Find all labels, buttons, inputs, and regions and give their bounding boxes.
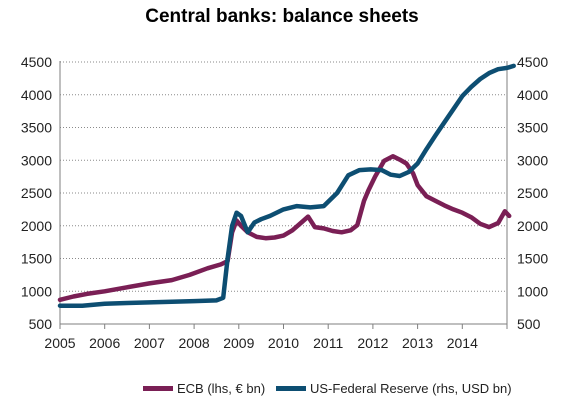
y-right-tick-label: 3000 <box>517 152 548 168</box>
x-tick-label: 2011 <box>313 335 343 351</box>
legend-item-fed: US-Federal Reserve (rhs, USD bn) <box>276 381 512 396</box>
series-line-ecb <box>57 154 512 303</box>
axes <box>59 61 508 329</box>
y-left-tick-label: 2500 <box>21 185 52 201</box>
legend-item-ecb: ECB (lhs, € bn) <box>143 381 265 396</box>
legend-swatch-fed <box>276 386 306 391</box>
x-tick-label: 2014 <box>447 335 478 351</box>
legend: ECB (lhs, € bn) US-Federal Reserve (rhs,… <box>0 381 564 403</box>
grid-lines <box>60 61 507 292</box>
y-left-tick-label: 3500 <box>21 120 52 136</box>
y-left-tick-label: 2000 <box>21 218 52 234</box>
legend-label-ecb: ECB (lhs, € bn) <box>177 381 266 396</box>
y-left-tick-label: 3000 <box>21 152 52 168</box>
x-tick-label: 2013 <box>402 335 433 351</box>
legend-swatch-ecb <box>143 386 173 391</box>
x-tick-label: 2012 <box>357 335 388 351</box>
y-left-tick-label: 1000 <box>21 283 52 299</box>
x-tick-label: 2009 <box>223 335 254 351</box>
x-tick-label: 2006 <box>89 335 120 351</box>
x-tick-label: 2008 <box>179 335 210 351</box>
y-right-tick-label: 1000 <box>517 283 548 299</box>
y-right-tick-label: 2000 <box>517 218 548 234</box>
x-tick-label: 2010 <box>268 335 299 351</box>
y-right-tick-label: 4000 <box>517 87 548 103</box>
x-tick-label: 2007 <box>134 335 165 351</box>
x-tick-label: 2005 <box>44 335 75 351</box>
tick-labels: 500 1000 1500 2000 2500 3000 3500 4000 4500 500 10… <box>21 54 549 351</box>
series-line-fed <box>57 63 516 308</box>
y-left-tick-label: 500 <box>29 316 53 332</box>
y-right-tick-label: 4500 <box>517 54 548 70</box>
legend-label-fed: US-Federal Reserve (rhs, USD bn) <box>310 381 512 396</box>
y-right-tick-label: 2500 <box>517 185 548 201</box>
y-left-tick-label: 4500 <box>21 54 52 70</box>
y-left-tick-label: 1500 <box>21 251 52 267</box>
y-right-tick-label: 3500 <box>517 120 548 136</box>
y-right-tick-label: 500 <box>517 316 541 332</box>
y-left-tick-label: 4000 <box>21 87 52 103</box>
chart-title: Central banks: balance sheets <box>145 6 419 27</box>
series-lines <box>57 63 516 308</box>
y-right-tick-label: 1500 <box>517 251 548 267</box>
